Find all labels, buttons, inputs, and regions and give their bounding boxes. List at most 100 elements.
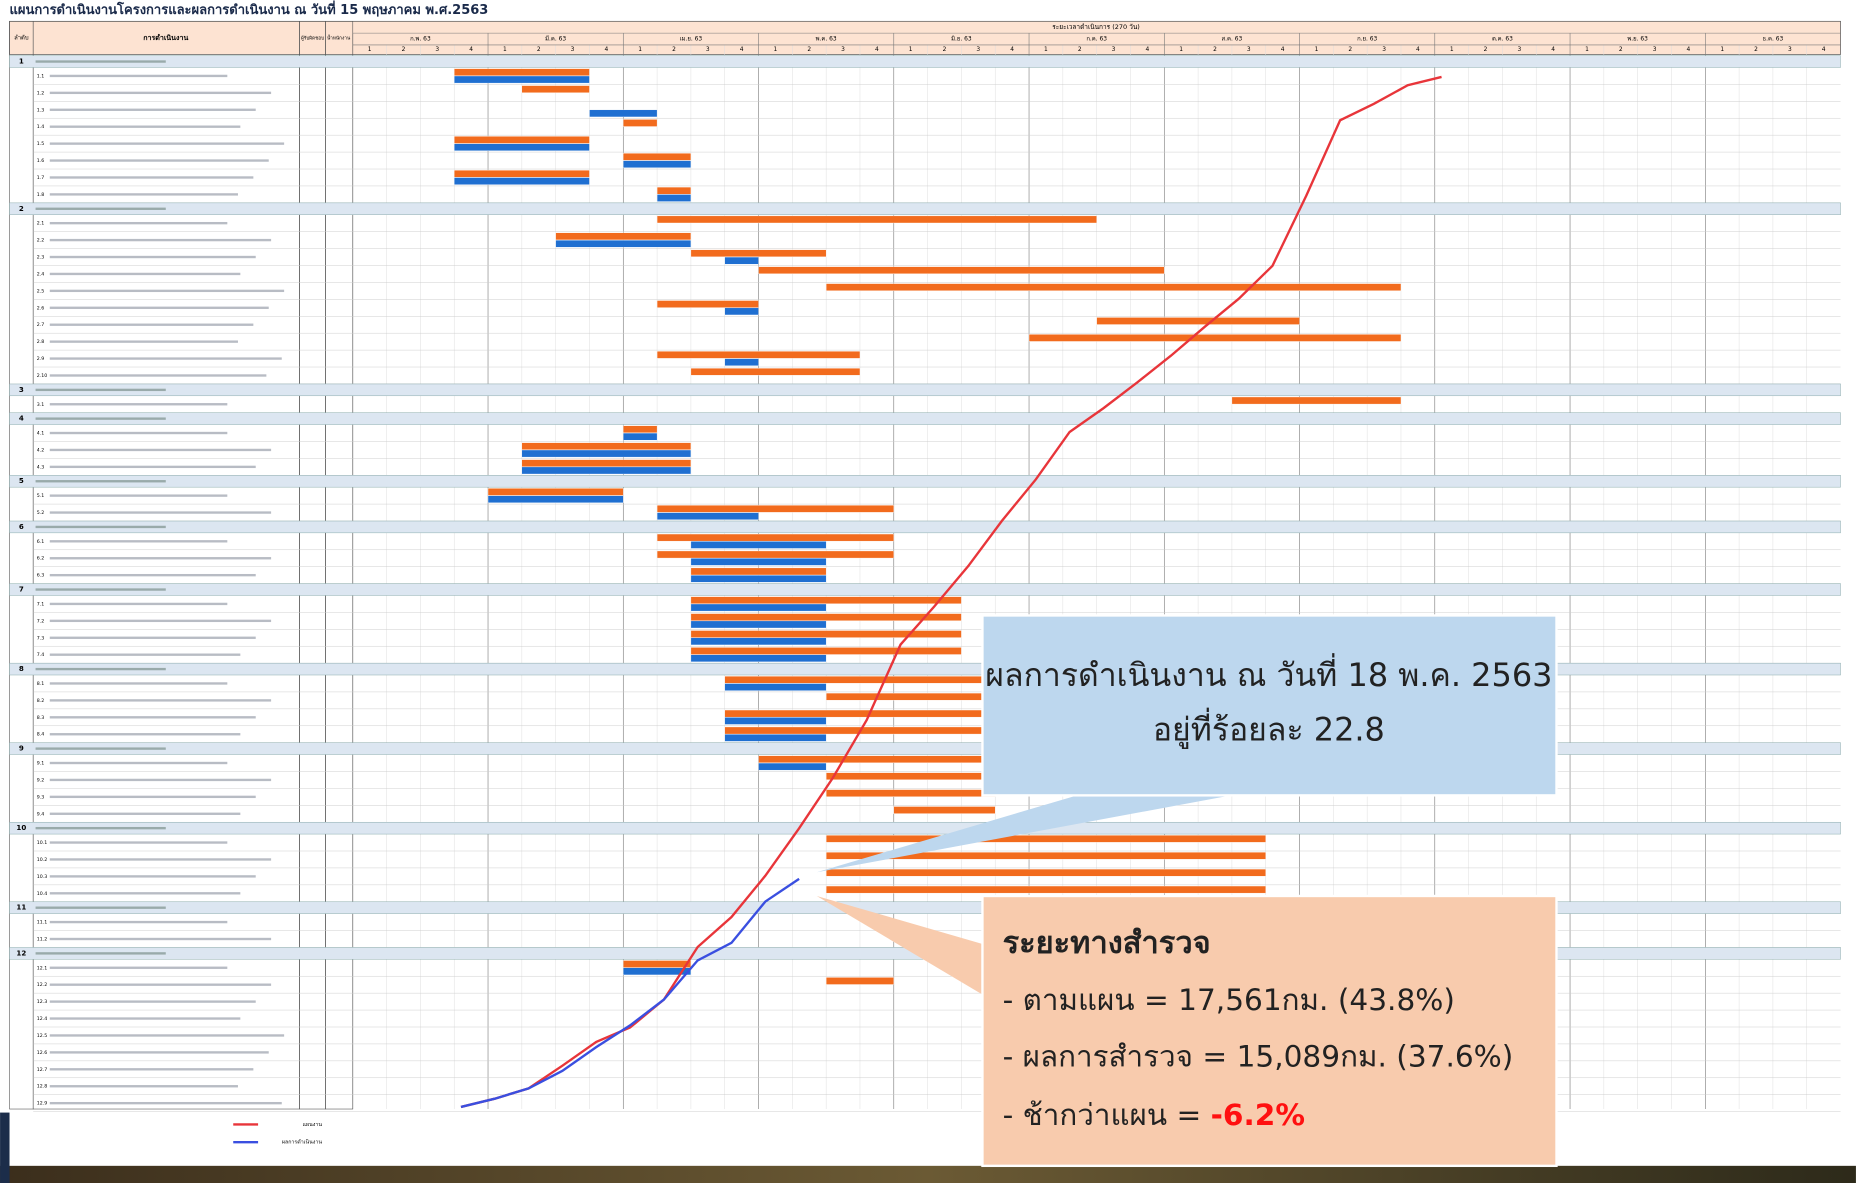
task-code: 10.2 bbox=[37, 857, 48, 863]
task-code: 9.1 bbox=[37, 761, 45, 767]
text-placeholder bbox=[35, 417, 166, 420]
week-label: 2 bbox=[1078, 47, 1082, 53]
task-code: 6.3 bbox=[37, 573, 45, 579]
month-label: พ.ย. 63 bbox=[1627, 36, 1648, 43]
task-code: 4.3 bbox=[37, 464, 45, 470]
week-label: 3 bbox=[1653, 47, 1657, 53]
actual-bar bbox=[454, 143, 590, 151]
plan-bar bbox=[758, 755, 996, 764]
task-code: 2.8 bbox=[37, 339, 45, 345]
text-placeholder bbox=[49, 812, 241, 815]
task-code: 8.1 bbox=[37, 681, 45, 687]
text-placeholder bbox=[35, 747, 166, 750]
text-placeholder bbox=[49, 374, 267, 377]
week-label: 2 bbox=[537, 47, 541, 53]
plan-bar bbox=[1028, 334, 1402, 342]
week-label: 4 bbox=[1822, 47, 1826, 53]
month-label: ก.พ. 63 bbox=[410, 36, 431, 43]
text-placeholder bbox=[49, 176, 254, 179]
text-placeholder bbox=[35, 906, 166, 909]
plan-bar bbox=[893, 806, 996, 814]
edge-strip bbox=[0, 1112, 10, 1184]
task-code: 10.3 bbox=[37, 874, 48, 880]
callout-box bbox=[981, 894, 1558, 1168]
week-label: 1 bbox=[1179, 47, 1183, 53]
week-label: 3 bbox=[1517, 47, 1521, 53]
task-code: 1.2 bbox=[37, 90, 45, 96]
task-code: 8.3 bbox=[37, 715, 45, 721]
week-label: 2 bbox=[1754, 47, 1758, 53]
text-placeholder bbox=[49, 1051, 269, 1054]
task-code: 1.1 bbox=[37, 73, 45, 79]
task-code: 12.2 bbox=[37, 982, 48, 988]
text-placeholder bbox=[49, 431, 228, 435]
week-label: 3 bbox=[1788, 47, 1792, 53]
week-label: 1 bbox=[909, 47, 913, 53]
plan-bar bbox=[1096, 317, 1300, 325]
task-code: 7.4 bbox=[37, 652, 45, 658]
week-label: 4 bbox=[1551, 47, 1555, 53]
text-placeholder bbox=[49, 653, 241, 656]
text-placeholder bbox=[35, 826, 166, 830]
week-label: 1 bbox=[1315, 47, 1319, 53]
actual-bar bbox=[521, 466, 692, 475]
survey-plan: - ตามแผน = 17,561กม. (43.8%) bbox=[1003, 983, 1455, 1017]
task-code: 1.5 bbox=[37, 141, 45, 147]
week-label: 4 bbox=[469, 47, 473, 53]
plan-bar bbox=[690, 249, 827, 258]
callout-box bbox=[981, 614, 1558, 797]
text-placeholder bbox=[49, 125, 241, 128]
plan-bar bbox=[454, 68, 590, 76]
section-no: 10 bbox=[16, 823, 26, 832]
task-code: 8.4 bbox=[37, 732, 45, 738]
text-placeholder bbox=[35, 207, 166, 210]
text-placeholder bbox=[35, 952, 166, 955]
plan-bar bbox=[656, 351, 861, 359]
task-code: 10.4 bbox=[37, 891, 48, 897]
week-label: 1 bbox=[1450, 47, 1454, 53]
text-placeholder bbox=[49, 602, 228, 606]
actual-bar bbox=[724, 683, 827, 691]
text-placeholder bbox=[49, 983, 272, 986]
plan-bar bbox=[825, 835, 1266, 843]
plan-bar bbox=[656, 533, 894, 542]
task-code: 12.1 bbox=[37, 965, 48, 971]
week-label: 1 bbox=[1720, 47, 1724, 53]
text-placeholder bbox=[49, 448, 272, 452]
section-band bbox=[9, 475, 1841, 488]
callout-pointer bbox=[816, 895, 1042, 1030]
column bbox=[325, 21, 354, 1110]
header-weight: น้ำหนักงาน bbox=[327, 34, 351, 41]
task-code: 2.2 bbox=[37, 238, 45, 244]
task-code: 9.3 bbox=[37, 794, 45, 800]
text-placeholder bbox=[49, 636, 256, 639]
task-code: 1.3 bbox=[37, 107, 45, 113]
section-band bbox=[9, 202, 1841, 215]
section-no: 11 bbox=[16, 903, 26, 912]
text-placeholder bbox=[49, 1017, 241, 1020]
section-no: 1 bbox=[19, 57, 24, 66]
task-code: 12.5 bbox=[37, 1033, 48, 1039]
text-placeholder bbox=[49, 1068, 254, 1071]
section-no: 12 bbox=[16, 948, 26, 957]
week-label: 4 bbox=[740, 47, 744, 53]
text-placeholder bbox=[49, 289, 285, 293]
task-code: 2.5 bbox=[37, 288, 45, 294]
plan-bar bbox=[521, 459, 692, 467]
actual-bar bbox=[690, 654, 827, 663]
actual-bar bbox=[521, 449, 692, 458]
survey-callout: ระยะทางสำรวจ - ตามแผน = 17,561กม. (43.8%… bbox=[816, 894, 1558, 1168]
week-label: 1 bbox=[1585, 47, 1589, 53]
actual-bar bbox=[555, 239, 692, 248]
week-label: 1 bbox=[1044, 47, 1048, 53]
title: แผนการดำเนินงานโครงการและผลการดำเนินงาน … bbox=[10, 0, 489, 18]
plan-bar bbox=[690, 613, 962, 621]
text-placeholder bbox=[49, 920, 228, 924]
plan-bar bbox=[758, 266, 1165, 274]
actual-bar bbox=[724, 307, 759, 316]
task-code: 12.6 bbox=[37, 1050, 48, 1056]
text-placeholder bbox=[49, 340, 238, 343]
background-strip bbox=[0, 1165, 1856, 1184]
task-code: 12.3 bbox=[37, 999, 48, 1005]
week-label: 2 bbox=[1348, 47, 1352, 53]
